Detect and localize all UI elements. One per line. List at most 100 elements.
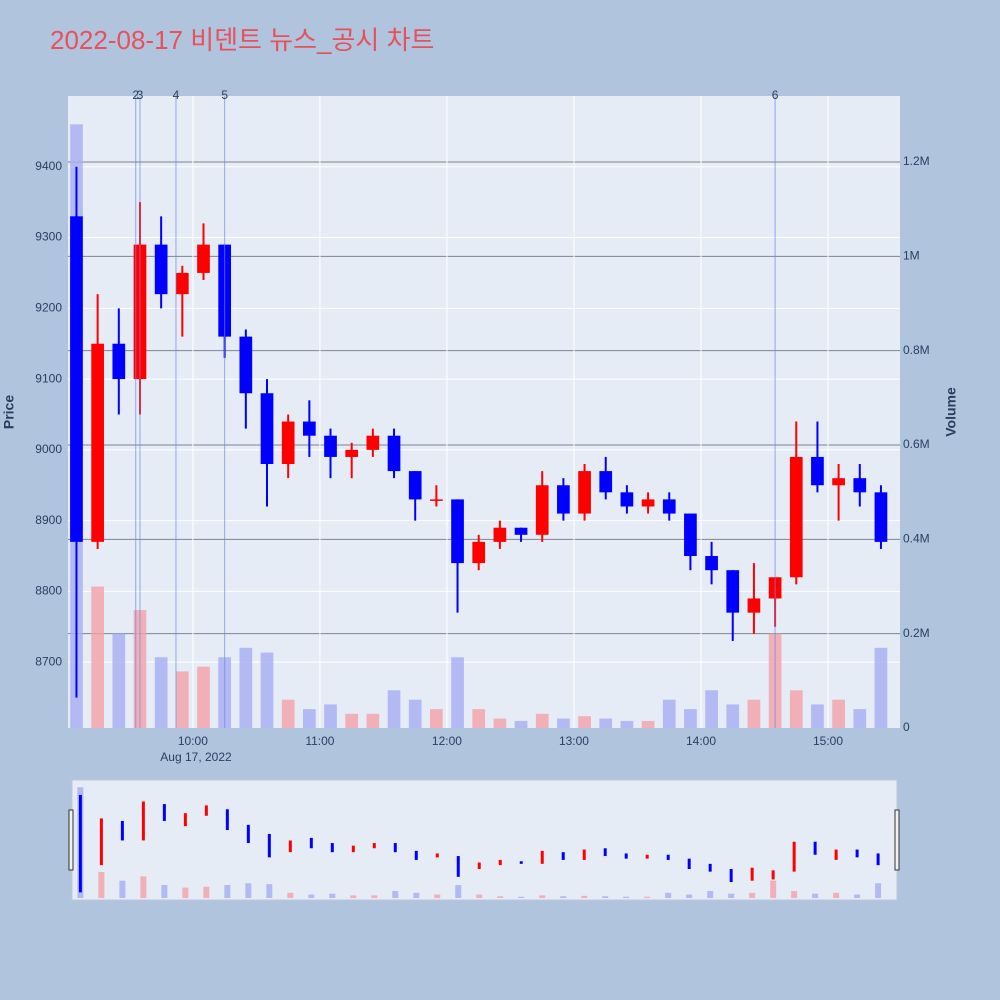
slider-volume-bar: [623, 896, 630, 898]
slider-volume-bar: [329, 893, 336, 898]
slider-volume-bar: [770, 880, 777, 898]
candle-body: [641, 499, 655, 507]
volume-bar: [451, 657, 464, 728]
volume-bar: [302, 709, 316, 728]
slider-volume-bar: [266, 884, 273, 898]
slider-volume-bar: [434, 894, 441, 898]
candle-body: [789, 456, 803, 578]
slider-volume-bar: [350, 895, 357, 898]
candle-body: [302, 421, 316, 436]
candle-body: [366, 435, 380, 450]
candle-body: [726, 570, 740, 613]
y2-tick-label: 1M: [903, 249, 920, 263]
candle-body: [472, 541, 486, 564]
volume-bar: [91, 586, 104, 728]
annotation-label: 4: [173, 88, 180, 102]
candle-body: [620, 492, 634, 507]
candle-body: [853, 478, 867, 493]
volume-bar: [578, 716, 591, 728]
candle-body: [811, 456, 824, 486]
slider-volume-bar: [686, 894, 693, 898]
candle-body: [451, 499, 464, 564]
slider-volume-bar: [413, 892, 420, 898]
x-tick-label: 11:00: [305, 734, 334, 748]
candle-body: [324, 435, 337, 457]
candle-body: [557, 485, 570, 514]
volume-bar: [281, 699, 295, 728]
slider-volume-bar: [98, 872, 105, 898]
candle-body: [684, 513, 697, 557]
y2-tick-label: 0.4M: [903, 532, 930, 546]
slider-volume-bar: [476, 894, 483, 898]
slider-volume-bar: [203, 886, 210, 898]
y2-tick-label: 0: [903, 720, 910, 734]
slider-volume-bar: [812, 893, 819, 898]
y-tick-label: 9200: [35, 300, 62, 314]
volume-bar: [662, 699, 676, 728]
candle-body: [493, 527, 507, 542]
slider-volume-bar: [854, 894, 861, 898]
volume-bar: [789, 690, 803, 728]
volume-bar: [874, 647, 888, 728]
candle-body: [345, 449, 359, 457]
volume-bar: [197, 666, 210, 728]
candle-body: [832, 478, 845, 486]
y2-tick-label: 0.8M: [903, 343, 930, 357]
volume-bar: [620, 720, 634, 728]
slider-volume-bar: [833, 892, 840, 898]
slider-volume-bar: [455, 885, 462, 898]
y-tick-label: 8800: [35, 584, 62, 598]
candle-body: [154, 244, 168, 295]
candle-body: [535, 485, 549, 535]
slider-volume-bar: [161, 885, 168, 898]
volume-bar: [345, 713, 359, 728]
slider-volume-bar: [560, 896, 567, 898]
chart-title: 2022-08-17 비덴트 뉴스_공시 차트: [50, 25, 434, 55]
candle-body: [239, 336, 253, 394]
y2-tick-label: 1.2M: [903, 154, 930, 168]
annotation-label: 5: [221, 88, 228, 102]
y-tick-label: 9400: [35, 159, 62, 173]
plot-area: [68, 96, 900, 728]
volume-bar: [832, 699, 845, 728]
y-tick-label: 9300: [35, 230, 62, 244]
volume-bar: [175, 671, 189, 728]
volume-bar: [705, 690, 718, 728]
volume-bar: [557, 718, 570, 728]
candle-body: [747, 598, 761, 613]
slider-volume-bar: [287, 892, 294, 898]
y2-tick-label: 0.2M: [903, 626, 930, 640]
x-tick-label: 12:00: [432, 734, 462, 748]
volume-bar: [747, 699, 761, 728]
slider-volume-bar: [245, 883, 252, 898]
candle-body: [662, 499, 676, 514]
volume-bar: [112, 633, 126, 728]
slider-volume-bar: [119, 880, 126, 898]
y-tick-label: 9100: [35, 371, 62, 385]
slider-volume-bar: [707, 891, 714, 898]
y-tick-label: 9000: [35, 442, 62, 456]
volume-bar: [684, 709, 697, 728]
slider-volume-bar: [749, 892, 756, 898]
slider-volume-bar: [182, 887, 189, 898]
y-tick-label: 8700: [35, 654, 62, 668]
slider-volume-bar: [539, 895, 546, 898]
volume-bar: [726, 704, 740, 728]
volume-bar: [366, 713, 380, 728]
y2-axis-title: Volume: [943, 387, 959, 437]
range-slider: [71, 779, 898, 901]
candle-body: [197, 244, 210, 273]
volume-bar: [514, 720, 528, 728]
x-date-label: Aug 17, 2022: [160, 750, 232, 764]
volume-bar: [408, 699, 422, 728]
slider-volume-bar: [497, 896, 504, 898]
y2-tick-label: 0.6M: [903, 437, 930, 451]
x-tick-label: 15:00: [813, 734, 843, 748]
candle-body: [599, 471, 613, 493]
slider-volume-bar: [875, 883, 882, 898]
x-tick-label: 13:00: [559, 734, 589, 748]
slider-volume-bar: [644, 896, 651, 898]
slider-handle-right: [894, 809, 900, 871]
candle-body: [260, 393, 274, 465]
